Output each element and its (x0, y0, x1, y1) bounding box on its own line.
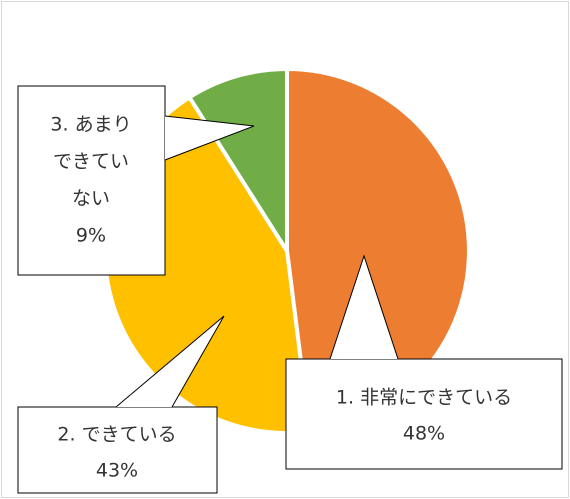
data-label-2-line-1: 2. できている (57, 424, 176, 446)
data-label-callout-2: 2. できている 43% (17, 315, 225, 494)
callout-pointer-1 (329, 254, 399, 360)
data-label-3-line-3: ない (72, 188, 110, 210)
data-label-1-line-2: 48% (403, 423, 445, 445)
callout-pointer-fill-1 (330, 256, 398, 359)
callout-box-2 (17, 406, 218, 494)
data-label-3-line-1: 3. あまり (50, 114, 131, 136)
callout-pointer-fill-3 (165, 116, 254, 160)
data-label-3-line-4: 9% (76, 225, 106, 247)
callout-box-3 (17, 85, 166, 276)
pie-slice-3 (187, 67, 289, 253)
data-label-2-line-2: 43% (96, 460, 138, 482)
data-label-3-line-2: できてい (53, 151, 129, 173)
callout-box-1 (285, 358, 563, 470)
data-label-1-line-1: 1. 非常にできている (336, 387, 512, 409)
data-label-callout-1: 1. 非常にできている 48% (285, 254, 563, 470)
callout-pointer-2 (115, 315, 225, 408)
callout-pointer-3 (164, 115, 255, 161)
pie-slices (103, 67, 471, 435)
